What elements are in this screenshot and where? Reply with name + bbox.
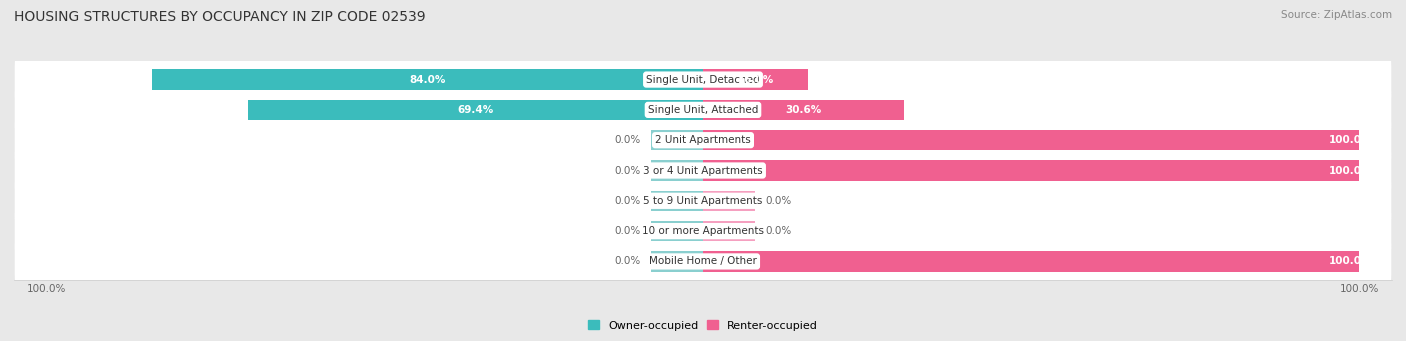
Text: 84.0%: 84.0% (409, 75, 446, 85)
Text: 30.6%: 30.6% (786, 105, 821, 115)
Text: Single Unit, Attached: Single Unit, Attached (648, 105, 758, 115)
Bar (703, 221, 755, 241)
Bar (703, 251, 1360, 272)
Text: 5 to 9 Unit Apartments: 5 to 9 Unit Apartments (644, 196, 762, 206)
FancyBboxPatch shape (14, 176, 1392, 226)
Text: 3 or 4 Unit Apartments: 3 or 4 Unit Apartments (643, 165, 763, 176)
Bar (703, 130, 1360, 150)
Text: HOUSING STRUCTURES BY OCCUPANCY IN ZIP CODE 02539: HOUSING STRUCTURES BY OCCUPANCY IN ZIP C… (14, 10, 426, 24)
Bar (703, 160, 1360, 181)
Text: 0.0%: 0.0% (614, 226, 641, 236)
Text: Source: ZipAtlas.com: Source: ZipAtlas.com (1281, 10, 1392, 20)
Text: 100.0%: 100.0% (1329, 165, 1372, 176)
FancyBboxPatch shape (14, 206, 1392, 256)
Bar (247, 100, 703, 120)
Bar (651, 251, 703, 272)
Bar (651, 191, 703, 211)
FancyBboxPatch shape (14, 146, 1392, 195)
Bar (651, 221, 703, 241)
FancyBboxPatch shape (14, 237, 1392, 286)
FancyBboxPatch shape (14, 115, 1392, 165)
FancyBboxPatch shape (14, 55, 1392, 104)
Text: Single Unit, Detached: Single Unit, Detached (647, 75, 759, 85)
Text: 0.0%: 0.0% (614, 135, 641, 145)
Bar (703, 100, 904, 120)
Text: 0.0%: 0.0% (614, 165, 641, 176)
Bar (152, 69, 703, 90)
Bar (703, 69, 808, 90)
Bar (703, 191, 755, 211)
Text: 16.0%: 16.0% (737, 75, 773, 85)
FancyBboxPatch shape (14, 85, 1392, 135)
Legend: Owner-occupied, Renter-occupied: Owner-occupied, Renter-occupied (583, 316, 823, 335)
Bar (651, 160, 703, 181)
Text: 100.0%: 100.0% (1329, 256, 1372, 266)
Text: 0.0%: 0.0% (765, 196, 792, 206)
Text: 69.4%: 69.4% (457, 105, 494, 115)
Text: 10 or more Apartments: 10 or more Apartments (643, 226, 763, 236)
Text: 2 Unit Apartments: 2 Unit Apartments (655, 135, 751, 145)
Text: 0.0%: 0.0% (765, 226, 792, 236)
Text: 0.0%: 0.0% (614, 196, 641, 206)
Text: Mobile Home / Other: Mobile Home / Other (650, 256, 756, 266)
Text: 0.0%: 0.0% (614, 256, 641, 266)
Bar (651, 130, 703, 150)
Text: 100.0%: 100.0% (1329, 135, 1372, 145)
